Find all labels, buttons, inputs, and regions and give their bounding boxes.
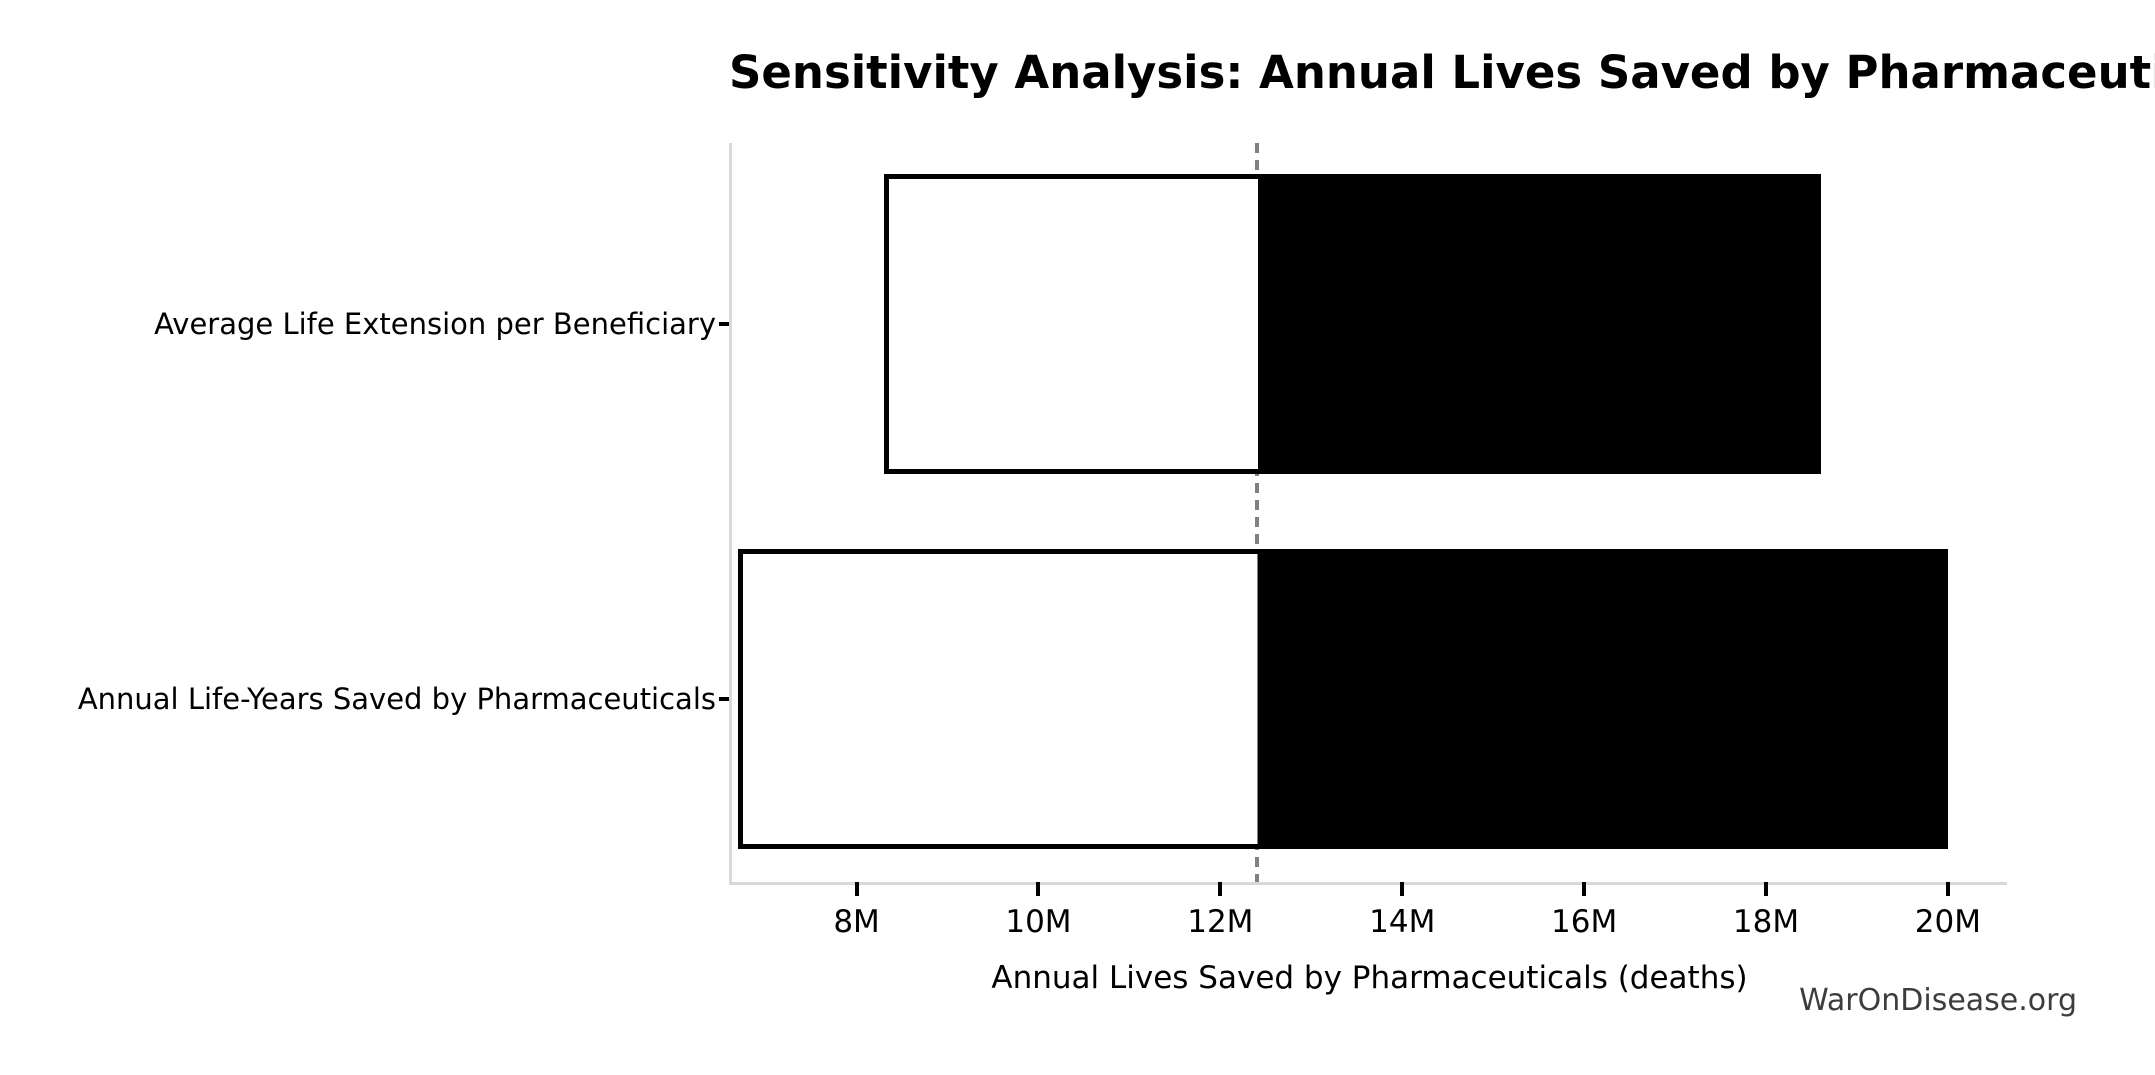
y-axis-category-label: Annual Life-Years Saved by Pharmaceutica… bbox=[77, 681, 716, 716]
x-axis-tick-label: 12M bbox=[1187, 904, 1254, 940]
x-axis-tick-label: 20M bbox=[1914, 904, 1981, 940]
plot-area: Annual Lives Saved by Pharmaceuticals (d… bbox=[78, 143, 2007, 996]
tornado-bar bbox=[883, 174, 1821, 475]
chart-title: Sensitivity Analysis: Annual Lives Saved… bbox=[729, 46, 2155, 99]
x-axis-tick-label: 18M bbox=[1732, 904, 1800, 940]
y-axis-tick bbox=[719, 322, 729, 327]
x-axis-tick-label: 10M bbox=[1005, 904, 1072, 940]
x-axis-tick bbox=[854, 882, 859, 896]
x-axis-tick bbox=[1036, 882, 1041, 896]
x-axis-tick bbox=[1764, 882, 1768, 896]
x-axis-tick-label: 8M bbox=[833, 904, 880, 940]
x-axis-tick-label: 14M bbox=[1369, 904, 1436, 940]
x-axis-tick bbox=[1400, 882, 1405, 896]
x-axis-tick bbox=[1582, 882, 1587, 896]
baseline-dashed-line bbox=[1254, 143, 1259, 882]
x-axis-label: Annual Lives Saved by Pharmaceuticals (d… bbox=[991, 960, 1748, 996]
watermark-text: WarOnDisease.org bbox=[1799, 983, 2077, 1018]
x-axis-tick-label: 16M bbox=[1551, 904, 1618, 940]
y-axis-tick bbox=[719, 696, 729, 701]
y-axis-category-label: Average Life Extension per Beneficiary bbox=[154, 307, 716, 342]
x-axis-tick bbox=[1218, 882, 1223, 896]
tornado-bar bbox=[738, 548, 1948, 849]
x-axis-tick bbox=[1945, 882, 1950, 896]
